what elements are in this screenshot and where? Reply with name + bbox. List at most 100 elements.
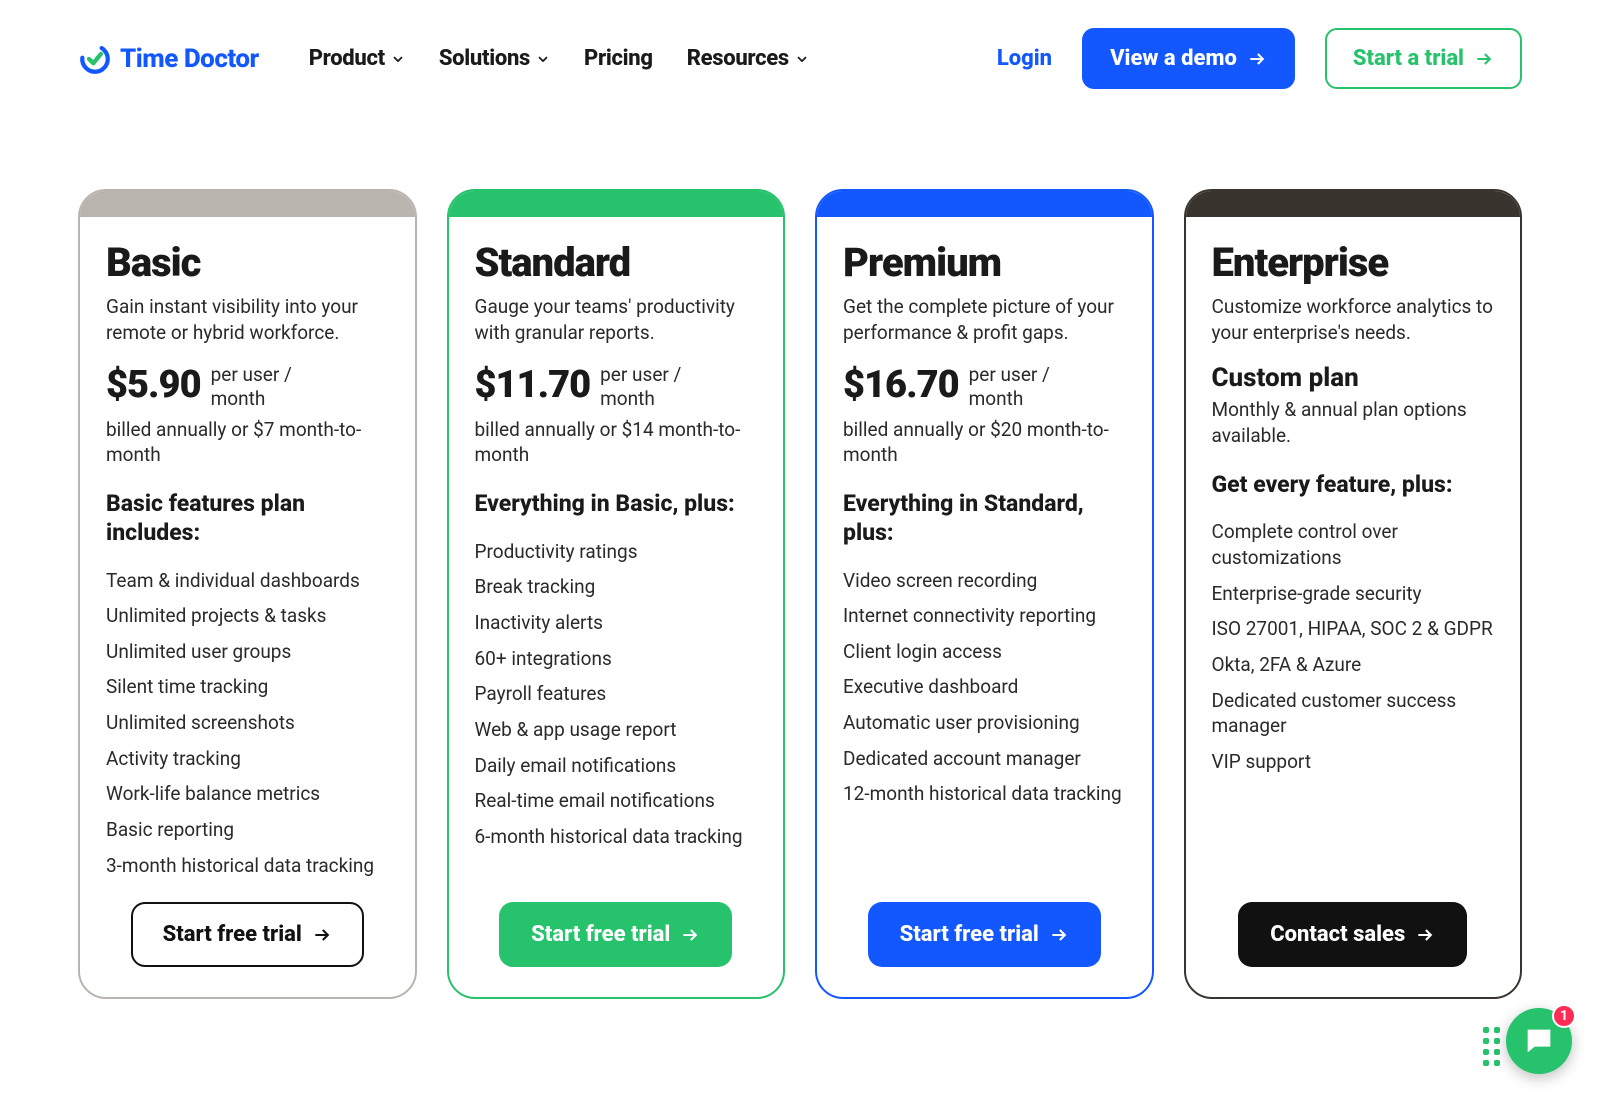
plan-price-unit: per user / month xyxy=(600,363,720,411)
plan-cta-label: Start free trial xyxy=(531,922,670,947)
plan-features-list: Team & individual dashboardsUnlimited pr… xyxy=(106,568,389,879)
plan-description: Customize workforce analytics to your en… xyxy=(1212,294,1495,345)
view-demo-label: View a demo xyxy=(1110,46,1237,71)
plan-description: Gain instant visibility into your remote… xyxy=(106,294,389,345)
chat-drag-handle[interactable] xyxy=(1483,1027,1500,1066)
plan-feature-item: Dedicated account manager xyxy=(843,746,1126,772)
nav-item-resources[interactable]: Resources xyxy=(687,46,809,71)
plan-feature-item: Complete control over customizations xyxy=(1212,519,1495,570)
start-trial-label: Start a trial xyxy=(1353,46,1464,71)
pricing-grid: Basic Gain instant visibility into your r… xyxy=(0,89,1600,999)
plan-footer: Start free trial xyxy=(475,902,758,967)
plan-cap xyxy=(1186,191,1521,217)
plan-footer: Start free trial xyxy=(106,902,389,967)
chat-widget-button[interactable]: 1 xyxy=(1506,1008,1572,1074)
plan-feature-item: Okta, 2FA & Azure xyxy=(1212,652,1495,678)
plan-description: Gauge your teams' productivity with gran… xyxy=(475,294,758,345)
plan-features-title: Get every feature, plus: xyxy=(1212,471,1495,500)
plan-name: Premium xyxy=(843,239,1126,286)
plan-price: $5.90 xyxy=(106,363,201,407)
chat-icon xyxy=(1522,1024,1556,1058)
plan-price-unit: per user / month xyxy=(211,363,331,411)
plan-feature-item: ISO 27001, HIPAA, SOC 2 & GDPR xyxy=(1212,616,1495,642)
nav-item-pricing[interactable]: Pricing xyxy=(584,46,653,71)
plan-feature-item: Real-time email notifications xyxy=(475,788,758,814)
plan-name: Basic xyxy=(106,239,389,286)
plan-card-basic: Basic Gain instant visibility into your r… xyxy=(78,189,417,999)
plan-features-title: Basic features plan includes: xyxy=(106,490,389,548)
price-row: $5.90per user / month xyxy=(106,363,389,411)
top-nav: Time Doctor Product Solutions Pricing Resou… xyxy=(0,0,1600,89)
plan-feature-item: Work-life balance metrics xyxy=(106,781,389,807)
plan-feature-item: Productivity ratings xyxy=(475,539,758,565)
price-row: $11.70per user / month xyxy=(475,363,758,411)
plan-feature-item: Unlimited user groups xyxy=(106,639,389,665)
plan-features-list: Complete control over customizations Ente… xyxy=(1212,519,1495,774)
logo-icon xyxy=(78,42,112,76)
arrow-right-icon xyxy=(1474,49,1494,69)
chevron-down-icon xyxy=(391,52,405,66)
plan-feature-item: Automatic user provisioning xyxy=(843,710,1126,736)
plan-feature-item: Payroll features xyxy=(475,681,758,707)
nav-item-solutions[interactable]: Solutions xyxy=(439,46,550,71)
plan-cap xyxy=(80,191,415,217)
brand-name: Time Doctor xyxy=(120,44,259,74)
start-free-trial-button[interactable]: Start free trial xyxy=(131,902,364,967)
brand-logo[interactable]: Time Doctor xyxy=(78,42,259,76)
plan-footer: Start free trial xyxy=(843,902,1126,967)
chevron-down-icon xyxy=(536,52,550,66)
plan-billing-note: billed annually or $20 month-to-month xyxy=(843,417,1126,468)
plan-features-title: Everything in Basic, plus: xyxy=(475,490,758,519)
plan-feature-item: Silent time tracking xyxy=(106,674,389,700)
plan-cta-label: Start free trial xyxy=(163,922,302,947)
plan-feature-item: Enterprise-grade security xyxy=(1212,581,1495,607)
plan-feature-item: Unlimited screenshots xyxy=(106,710,389,736)
start-free-trial-button[interactable]: Start free trial xyxy=(868,902,1101,967)
plan-feature-item: 60+ integrations xyxy=(475,646,758,672)
arrow-right-icon xyxy=(1247,49,1267,69)
plan-billing-note: billed annually or $14 month-to-month xyxy=(475,417,758,468)
nav-links: Product Solutions Pricing Resources xyxy=(309,46,809,71)
plan-features-title: Everything in Standard, plus: xyxy=(843,490,1126,548)
plan-name: Enterprise xyxy=(1212,239,1495,286)
nav-item-label: Resources xyxy=(687,46,789,71)
chat-badge: 1 xyxy=(1552,1004,1576,1028)
plan-feature-item: Internet connectivity reporting xyxy=(843,603,1126,629)
start-trial-button[interactable]: Start a trial xyxy=(1325,28,1522,89)
plan-name: Standard xyxy=(475,239,758,286)
plan-feature-item: 6-month historical data tracking xyxy=(475,824,758,850)
plan-feature-item: Video screen recording xyxy=(843,568,1126,594)
login-link[interactable]: Login xyxy=(997,46,1052,71)
plan-description: Get the complete picture of your perform… xyxy=(843,294,1126,345)
contact-sales-button[interactable]: Contact sales xyxy=(1238,902,1467,967)
plan-body: Premium Get the complete picture of your … xyxy=(817,217,1152,997)
plan-price-unit: per user / month xyxy=(969,363,1089,411)
plan-features-list: Video screen recording Internet connectiv… xyxy=(843,568,1126,807)
plan-body: Standard Gauge your teams' productivity w… xyxy=(449,217,784,997)
nav-item-label: Solutions xyxy=(439,46,530,71)
plan-feature-item: Basic reporting xyxy=(106,817,389,843)
plan-cap xyxy=(817,191,1152,217)
plan-feature-item: Team & individual dashboards xyxy=(106,568,389,594)
plan-price: $11.70 xyxy=(475,363,591,407)
plan-body: Basic Gain instant visibility into your r… xyxy=(80,217,415,997)
plan-custom-title: Custom plan xyxy=(1212,363,1495,393)
arrow-right-icon xyxy=(680,925,700,945)
plan-card-standard: Standard Gauge your teams' productivity w… xyxy=(447,189,786,999)
plan-feature-item: 3-month historical data tracking xyxy=(106,853,389,879)
plan-feature-item: Web & app usage report xyxy=(475,717,758,743)
start-free-trial-button[interactable]: Start free trial xyxy=(499,902,732,967)
nav-item-product[interactable]: Product xyxy=(309,46,405,71)
arrow-right-icon xyxy=(312,925,332,945)
plan-feature-item: Client login access xyxy=(843,639,1126,665)
plan-features-list: Productivity ratingsBreak trackingInacti… xyxy=(475,539,758,850)
plan-cap xyxy=(449,191,784,217)
view-demo-button[interactable]: View a demo xyxy=(1082,28,1295,89)
plan-feature-item: Inactivity alerts xyxy=(475,610,758,636)
plan-card-enterprise: Enterprise Customize workforce analytics … xyxy=(1184,189,1523,999)
price-row: $16.70per user / month xyxy=(843,363,1126,411)
plan-billing-note: Monthly & annual plan options available. xyxy=(1212,397,1495,448)
plan-feature-item: Activity tracking xyxy=(106,746,389,772)
nav-item-label: Product xyxy=(309,46,385,71)
plan-price: $16.70 xyxy=(843,363,959,407)
